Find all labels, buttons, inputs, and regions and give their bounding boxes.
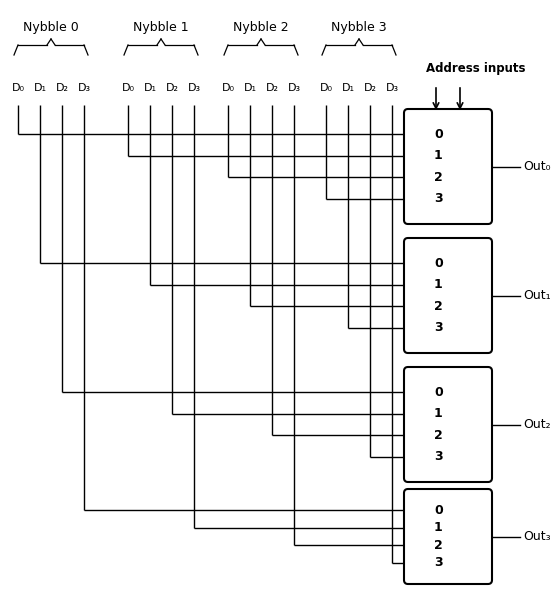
Text: D₃: D₃ bbox=[78, 83, 90, 93]
Text: 1: 1 bbox=[434, 149, 443, 162]
Text: D₀: D₀ bbox=[222, 83, 234, 93]
Text: 0: 0 bbox=[434, 504, 443, 517]
Text: D₀: D₀ bbox=[12, 83, 24, 93]
Text: 1: 1 bbox=[434, 407, 443, 420]
Text: D₂: D₂ bbox=[265, 83, 279, 93]
Text: D₃: D₃ bbox=[288, 83, 301, 93]
Text: 1: 1 bbox=[434, 521, 443, 534]
FancyBboxPatch shape bbox=[404, 238, 492, 353]
Text: 3: 3 bbox=[434, 450, 443, 463]
Text: D₂: D₂ bbox=[363, 83, 377, 93]
Text: D₁: D₁ bbox=[341, 83, 355, 93]
Text: D₀: D₀ bbox=[121, 83, 135, 93]
Text: 3: 3 bbox=[434, 192, 443, 205]
Text: D₁: D₁ bbox=[33, 83, 47, 93]
Text: D₂: D₂ bbox=[55, 83, 69, 93]
FancyBboxPatch shape bbox=[404, 109, 492, 224]
Text: 2: 2 bbox=[434, 170, 443, 184]
Text: D₀: D₀ bbox=[320, 83, 332, 93]
Text: 2: 2 bbox=[434, 299, 443, 313]
Text: 3: 3 bbox=[434, 321, 443, 334]
FancyBboxPatch shape bbox=[404, 489, 492, 584]
Text: Out₃: Out₃ bbox=[523, 530, 551, 543]
Text: Nybble 2: Nybble 2 bbox=[233, 21, 289, 34]
Text: Nybble 3: Nybble 3 bbox=[331, 21, 387, 34]
FancyBboxPatch shape bbox=[404, 367, 492, 482]
Text: 0: 0 bbox=[434, 386, 443, 399]
Text: Address inputs: Address inputs bbox=[426, 62, 526, 75]
Text: Nybble 1: Nybble 1 bbox=[133, 21, 189, 34]
Text: D₂: D₂ bbox=[166, 83, 178, 93]
Text: Nybble 0: Nybble 0 bbox=[23, 21, 79, 34]
Text: 0: 0 bbox=[434, 257, 443, 270]
Text: 3: 3 bbox=[434, 556, 443, 569]
Text: D₃: D₃ bbox=[187, 83, 201, 93]
Text: Out₁: Out₁ bbox=[523, 289, 551, 302]
Text: D₃: D₃ bbox=[386, 83, 398, 93]
Text: 2: 2 bbox=[434, 428, 443, 442]
Text: 2: 2 bbox=[434, 539, 443, 552]
Text: D₁: D₁ bbox=[244, 83, 257, 93]
Text: 1: 1 bbox=[434, 278, 443, 291]
Text: Out₂: Out₂ bbox=[523, 418, 551, 431]
Text: Out₀: Out₀ bbox=[523, 160, 551, 173]
Text: D₁: D₁ bbox=[143, 83, 156, 93]
Text: 0: 0 bbox=[434, 128, 443, 141]
